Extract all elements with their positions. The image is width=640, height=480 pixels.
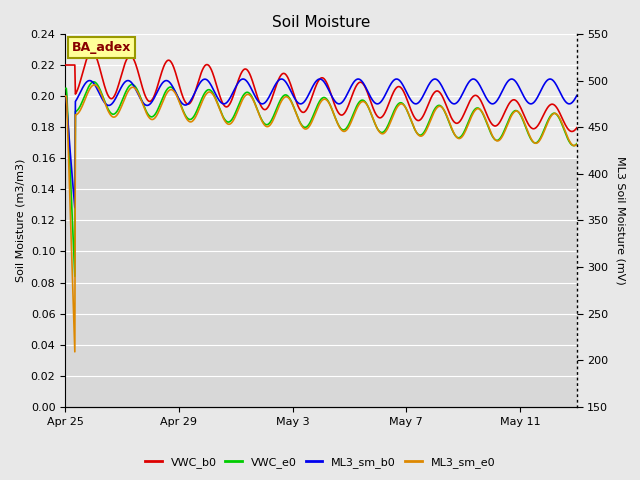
VWC_b0: [426, 97, 434, 103]
Text: BA_adex: BA_adex: [72, 41, 131, 54]
ML3_sm_e0: [196, 106, 204, 111]
Y-axis label: Soil Moisture (m3/m3): Soil Moisture (m3/m3): [15, 159, 25, 282]
Line: ML3_sm_e0: ML3_sm_e0: [65, 85, 577, 352]
VWC_e0: [196, 101, 204, 107]
ML3_sm_e0: [427, 118, 435, 123]
ML3_sm_b0: [426, 80, 434, 86]
Y-axis label: ML3 Soil Moisture (mV): ML3 Soil Moisture (mV): [615, 156, 625, 285]
ML3_sm_b0: [447, 99, 455, 105]
VWC_e0: [90, 79, 97, 84]
ML3_sm_e0: [90, 82, 98, 88]
VWC_e0: [71, 274, 79, 279]
VWC_b0: [568, 129, 575, 134]
ML3_sm_e0: [281, 94, 289, 100]
VWC_e0: [61, 85, 69, 91]
ML3_sm_e0: [448, 125, 456, 131]
Line: VWC_e0: VWC_e0: [65, 82, 577, 276]
VWC_b0: [504, 104, 511, 109]
VWC_b0: [447, 114, 455, 120]
ML3_sm_b0: [71, 204, 79, 210]
VWC_e0: [448, 126, 456, 132]
Legend: VWC_b0, VWC_e0, ML3_sm_b0, ML3_sm_e0: VWC_b0, VWC_e0, ML3_sm_b0, ML3_sm_e0: [141, 452, 499, 472]
VWC_b0: [573, 125, 580, 131]
VWC_b0: [195, 77, 203, 83]
Line: VWC_b0: VWC_b0: [65, 51, 577, 132]
ML3_sm_b0: [573, 93, 580, 98]
ML3_sm_b0: [61, 93, 69, 99]
VWC_b0: [118, 72, 125, 77]
VWC_e0: [118, 98, 126, 104]
ML3_sm_b0: [118, 84, 125, 90]
Line: ML3_sm_b0: ML3_sm_b0: [65, 79, 577, 207]
ML3_sm_e0: [61, 93, 69, 99]
VWC_e0: [573, 141, 580, 146]
VWC_e0: [281, 92, 289, 98]
ML3_sm_b0: [546, 76, 554, 82]
VWC_e0: [504, 119, 512, 124]
VWC_b0: [61, 62, 69, 68]
VWC_b0: [280, 71, 288, 76]
Bar: [65, 34, 577, 158]
ML3_sm_e0: [573, 142, 580, 147]
ML3_sm_e0: [71, 349, 79, 355]
VWC_e0: [427, 115, 435, 121]
ML3_sm_b0: [195, 82, 203, 87]
ML3_sm_e0: [118, 102, 126, 108]
ML3_sm_b0: [280, 77, 288, 83]
Title: Soil Moisture: Soil Moisture: [272, 15, 370, 30]
VWC_b0: [88, 48, 96, 54]
ML3_sm_e0: [504, 121, 512, 127]
ML3_sm_b0: [504, 79, 511, 85]
